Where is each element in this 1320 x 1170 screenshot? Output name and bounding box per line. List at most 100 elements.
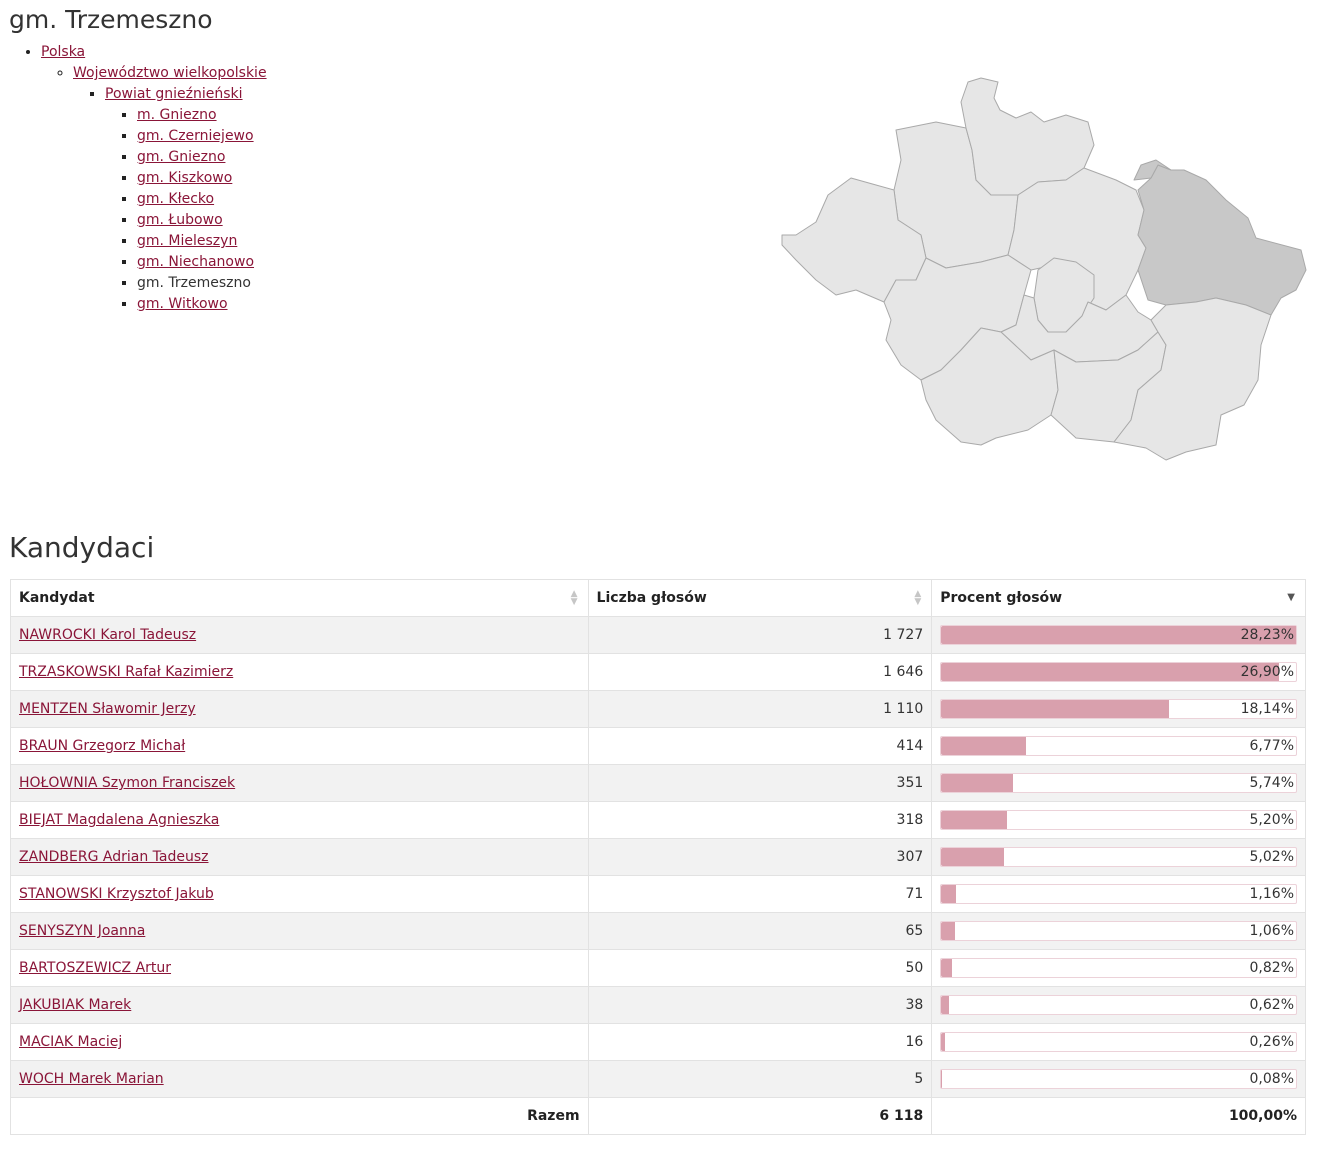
region-navigation: Polska Województwo wielkopolskie Powiat …: [0, 42, 267, 315]
candidate-votes: 1 110: [587, 690, 933, 728]
percent-bar: 0,08%: [940, 1069, 1297, 1089]
candidate-percent-cell: 1,16%: [931, 875, 1306, 913]
candidate-name-cell: TRZASKOWSKI Rafał Kazimierz: [10, 653, 589, 691]
table-row: MACIAK Maciej 16 0,26%: [10, 1023, 1306, 1061]
candidate-percent-cell: 5,02%: [931, 838, 1306, 876]
candidate-link[interactable]: WOCH Marek Marian: [19, 1071, 164, 1087]
page-title: gm. Trzemeszno: [9, 5, 213, 34]
candidate-percent-cell: 26,90%: [931, 653, 1306, 691]
table-row: SENYSZYN Joanna 65 1,06%: [10, 912, 1306, 950]
nav-link-commune[interactable]: m. Gniezno: [137, 107, 217, 123]
nav-link-commune[interactable]: gm. Kiszkowo: [137, 170, 233, 186]
column-header-label: Liczba głosów: [596, 590, 707, 606]
candidate-votes: 16: [587, 1023, 933, 1061]
candidate-link[interactable]: ZANDBERG Adrian Tadeusz: [19, 849, 209, 865]
column-header-percent[interactable]: Procent głosów ▼: [931, 579, 1306, 617]
percent-bar: 0,26%: [940, 1032, 1297, 1052]
sort-desc-icon: ▼: [1287, 592, 1295, 603]
nav-level-county: Powiat gnieźnieński m. Gniezno gm. Czerni…: [73, 84, 267, 315]
nav-link-commune[interactable]: gm. Łubowo: [137, 212, 223, 228]
map-region-trzemeszno[interactable]: [1137, 164, 1307, 316]
candidate-percent-cell: 5,20%: [931, 801, 1306, 839]
candidate-link[interactable]: TRZASKOWSKI Rafał Kazimierz: [19, 664, 234, 680]
candidate-votes: 351: [587, 764, 933, 802]
candidate-votes: 414: [587, 727, 933, 765]
candidate-link[interactable]: SENYSZYN Joanna: [19, 923, 146, 939]
map-region-trzemeszno-north[interactable]: [1133, 159, 1172, 181]
percent-bar-label: 5,74%: [1249, 775, 1294, 791]
percent-bar-label: 18,14%: [1240, 701, 1294, 717]
percent-bar-label: 5,02%: [1249, 849, 1294, 865]
candidate-link[interactable]: MENTZEN Sławomir Jerzy: [19, 701, 196, 717]
nav-level-country: Polska Województwo wielkopolskie Powiat …: [0, 42, 267, 315]
percent-bar-label: 0,08%: [1249, 1071, 1294, 1087]
column-header-label: Kandydat: [19, 590, 95, 606]
candidate-name-cell: HOŁOWNIA Szymon Franciszek: [10, 764, 589, 802]
percent-bar-fill: [941, 848, 1005, 866]
percent-bar: 6,77%: [940, 736, 1297, 756]
percent-bar-fill: [941, 885, 956, 903]
candidate-link[interactable]: NAWROCKI Karol Tadeusz: [19, 627, 197, 643]
candidate-link[interactable]: HOŁOWNIA Szymon Franciszek: [19, 775, 236, 791]
percent-bar: 0,62%: [940, 995, 1297, 1015]
percent-bar-fill: [941, 663, 1280, 681]
total-label: Razem: [10, 1097, 589, 1135]
table-row: WOCH Marek Marian 5 0,08%: [10, 1060, 1306, 1098]
percent-bar: 5,74%: [940, 773, 1297, 793]
nav-item-commune: gm. Niechanowo: [137, 252, 267, 273]
candidate-name-cell: BRAUN Grzegorz Michał: [10, 727, 589, 765]
nav-link-commune[interactable]: gm. Niechanowo: [137, 254, 255, 270]
candidate-link[interactable]: BARTOSZEWICZ Artur: [19, 960, 172, 976]
map-region-mieleszyn[interactable]: [960, 77, 1095, 196]
candidate-percent-cell: 0,08%: [931, 1060, 1306, 1098]
nav-link-commune[interactable]: gm. Gniezno: [137, 149, 226, 165]
candidate-votes: 38: [587, 986, 933, 1024]
percent-bar-label: 0,62%: [1249, 997, 1294, 1013]
total-percent: 100,00%: [931, 1097, 1306, 1135]
column-header-votes[interactable]: Liczba głosów ▲ ▼: [587, 579, 933, 617]
nav-link-commune[interactable]: gm. Witkowo: [137, 296, 228, 312]
nav-link-commune[interactable]: gm. Czerniejewo: [137, 128, 254, 144]
candidate-link[interactable]: JAKUBIAK Marek: [19, 997, 132, 1013]
candidate-name-cell: BIEJAT Magdalena Agnieszka: [10, 801, 589, 839]
percent-bar-label: 5,20%: [1249, 812, 1294, 828]
candidate-link[interactable]: STANOWSKI Krzysztof Jakub: [19, 886, 214, 902]
nav-level-voivodeship: Województwo wielkopolskie Powiat gnieźni…: [41, 63, 267, 315]
candidate-link[interactable]: BRAUN Grzegorz Michał: [19, 738, 186, 754]
candidate-votes: 307: [587, 838, 933, 876]
candidate-link[interactable]: BIEJAT Magdalena Agnieszka: [19, 812, 220, 828]
column-header-candidate[interactable]: Kandydat ▲ ▼: [10, 579, 589, 617]
percent-bar: 18,14%: [940, 699, 1297, 719]
candidate-percent-cell: 0,62%: [931, 986, 1306, 1024]
nav-item-country: Polska Województwo wielkopolskie Powiat …: [41, 42, 267, 315]
sort-icon: ▲ ▼: [914, 589, 922, 607]
candidate-votes: 5: [587, 1060, 933, 1098]
map-region-witkowo-east[interactable]: [1113, 297, 1272, 461]
sort-icon: ▲ ▼: [570, 589, 578, 607]
candidate-name-cell: JAKUBIAK Marek: [10, 986, 589, 1024]
table-row: ZANDBERG Adrian Tadeusz 307 5,02%: [10, 838, 1306, 876]
total-votes: 6 118: [587, 1097, 933, 1135]
nav-commune-list: m. Gniezno gm. Czerniejewo gm. Gniezno gm. …: [105, 105, 267, 315]
nav-link-commune[interactable]: gm. Mieleszyn: [137, 233, 238, 249]
county-map: [781, 77, 1307, 461]
percent-bar-label: 28,23%: [1240, 627, 1294, 643]
candidate-name-cell: MACIAK Maciej: [10, 1023, 589, 1061]
candidate-percent-cell: 28,23%: [931, 616, 1306, 654]
nav-link-powiat[interactable]: Powiat gnieźnieński: [105, 86, 243, 102]
candidate-link[interactable]: MACIAK Maciej: [19, 1034, 123, 1050]
candidate-votes: 1 727: [587, 616, 933, 654]
nav-link-commune[interactable]: gm. Kłecko: [137, 191, 215, 207]
candidate-votes: 1 646: [587, 653, 933, 691]
percent-bar-fill: [941, 626, 1296, 644]
percent-bar-fill: [941, 700, 1170, 718]
nav-link-polska[interactable]: Polska: [41, 44, 86, 60]
table-row: HOŁOWNIA Szymon Franciszek 351 5,74%: [10, 764, 1306, 802]
candidate-votes: 65: [587, 912, 933, 950]
candidates-heading: Kandydaci: [9, 531, 155, 564]
percent-bar: 28,23%: [940, 625, 1297, 645]
nav-link-wojewodztwo[interactable]: Województwo wielkopolskie: [73, 65, 267, 81]
percent-bar-label: 6,77%: [1249, 738, 1294, 754]
nav-item-commune: m. Gniezno: [137, 105, 267, 126]
nav-item-commune: gm. Łubowo: [137, 210, 267, 231]
